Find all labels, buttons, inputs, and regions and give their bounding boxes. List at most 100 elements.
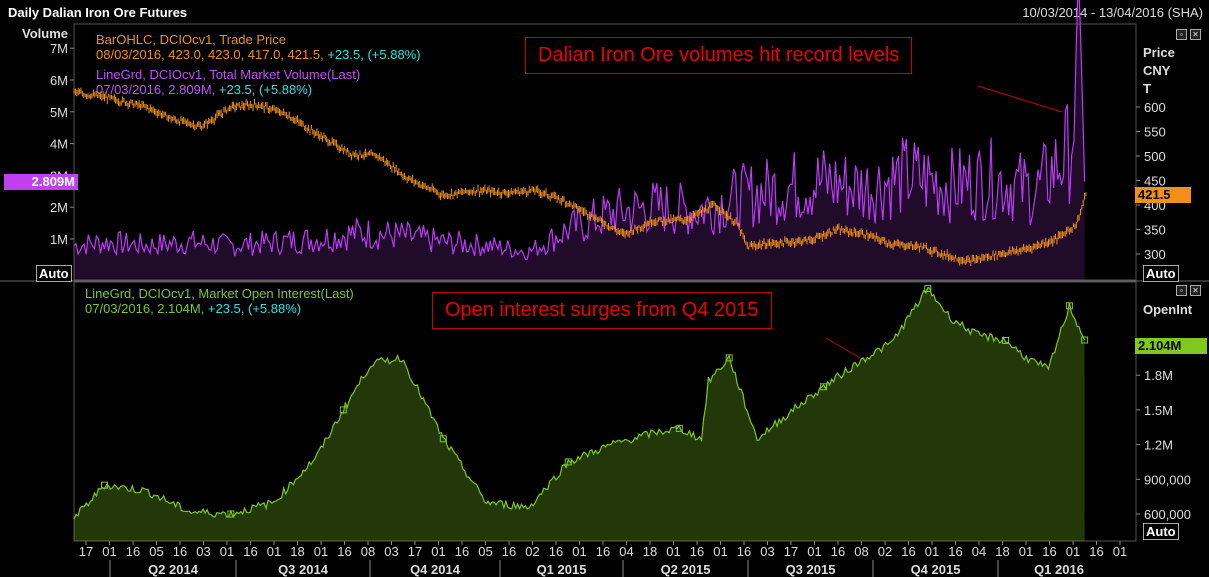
quarter-label: Q2 2015 [661, 562, 711, 577]
x-tick-label: 01 [713, 544, 727, 559]
legend-volume: LineGrd, DCIOcv1, Total Market Volume(La… [96, 67, 360, 97]
volume-tick-label: 4M [50, 137, 68, 152]
openint-line [73, 287, 1086, 520]
x-tick-label: 16 [737, 544, 751, 559]
volume-area [74, 0, 1085, 280]
price-bars [73, 87, 1087, 266]
x-tick-label: 01 [431, 544, 445, 559]
x-tick-label: 04 [972, 544, 986, 559]
price-axis-label-line: T [1143, 81, 1151, 96]
legend-oi-title: LineGrd, DCIOcv1, Market Open Interest(L… [85, 286, 354, 301]
x-tick-label: 16 [549, 544, 563, 559]
x-tick-label: 17 [79, 544, 93, 559]
openint-area [74, 287, 1085, 541]
x-tick-label: 16 [337, 544, 351, 559]
openint-axis-label: OpenInt [1143, 302, 1193, 317]
close-icon[interactable]: ✕ [1190, 285, 1201, 296]
x-tick-label: 02 [878, 544, 892, 559]
quarter-label: Q3 2014 [278, 562, 329, 577]
quarter-label: Q4 2014 [410, 562, 461, 577]
x-tick-label: 05 [149, 544, 163, 559]
openint-tick-label: 1.2M [1144, 438, 1173, 453]
bottom-panel-frame [73, 281, 1137, 542]
volume-axis-label: Volume [22, 26, 68, 41]
close-icon[interactable]: ✕ [1190, 29, 1201, 40]
x-tick-label: 16 [126, 544, 140, 559]
price-tick-label: 300 [1144, 247, 1166, 262]
x-tick-label: 16 [173, 544, 187, 559]
openint-marker [924, 284, 932, 292]
quarter-label: Q1 2016 [1034, 562, 1084, 577]
openint-tick-label: 1.5M [1144, 403, 1173, 418]
x-tick-label: 04 [619, 544, 633, 559]
x-tick-label: 16 [502, 544, 516, 559]
price-badge: 421.5 [1135, 187, 1191, 203]
x-tick-label: 01 [807, 544, 821, 559]
openint-marker [820, 383, 828, 391]
legend-price: BarOHLC, DCIOcv1, Trade Price 08/03/2016… [96, 32, 421, 62]
x-tick-label: 01 [572, 544, 586, 559]
volume-line [73, 0, 1086, 261]
legend-price-title: BarOHLC, DCIOcv1, Trade Price [96, 32, 286, 47]
price-tick-label: 550 [1144, 125, 1166, 140]
x-tick-label: 16 [831, 544, 845, 559]
legend-price-values: 08/03/2016, 423.0, 423.0, 417.0, 421.5, [96, 47, 324, 62]
auto-right-top-button[interactable]: Auto [1143, 265, 1179, 282]
x-tick-label: 05 [478, 544, 492, 559]
callout-openint-leader [825, 337, 861, 359]
volume-tick-label: 2M [50, 200, 68, 215]
openint-tick-label: 1.8M [1144, 368, 1173, 383]
x-tick-label: 03 [196, 544, 210, 559]
price-axis-label-line: CNY [1143, 63, 1171, 78]
x-tick-label: 08 [361, 544, 375, 559]
quarter-label: Q1 2015 [537, 562, 587, 577]
x-tick-label: 08 [854, 544, 868, 559]
openint-marker [339, 406, 347, 414]
x-tick-label: 01 [102, 544, 116, 559]
x-tick-label: 01 [1019, 544, 1033, 559]
legend-price-line: 08/03/2016, 423.0, 423.0, 417.0, 421.5, … [96, 47, 421, 62]
x-tick-label: 16 [690, 544, 704, 559]
x-tick-label: 01 [666, 544, 680, 559]
price-axis-label-line: Price [1143, 45, 1175, 60]
openint-marker [1081, 336, 1089, 344]
openint-tick-label: 900,000 [1144, 472, 1191, 487]
callout-volume: Dalian Iron Ore volumes hit record level… [525, 37, 913, 74]
x-tick-label: 01 [1066, 544, 1080, 559]
maximize-icon[interactable]: ▫ [1176, 29, 1187, 40]
price-tick-label: 350 [1144, 223, 1166, 238]
auto-right-bottom-button[interactable]: Auto [1143, 523, 1179, 540]
quarter-label: Q4 2015 [911, 562, 961, 577]
x-tick-label: 16 [1089, 544, 1103, 559]
x-tick-label: 16 [901, 544, 915, 559]
openint-marker [1002, 337, 1009, 344]
volume-tick-label: 6M [50, 73, 68, 88]
openint-marker [675, 424, 683, 432]
openint-marker [101, 481, 108, 489]
top-panel-frame [73, 23, 1137, 281]
legend-oi-change: +23.5, (+5.88%) [207, 301, 302, 316]
openint-marker [564, 458, 572, 466]
volume-tick-label: 1M [50, 232, 68, 247]
x-tick-label: 16 [596, 544, 610, 559]
x-tick-label: 17 [408, 544, 422, 559]
callout-volume-leader [977, 85, 1063, 113]
legend-oi-values: 07/03/2016, 2.104M, [85, 301, 205, 316]
x-tick-label: 01 [925, 544, 939, 559]
x-tick-label: 17 [784, 544, 798, 559]
x-tick-label: 01 [1113, 544, 1127, 559]
x-tick-label: 18 [643, 544, 657, 559]
date-range: 10/03/2014 - 13/04/2016 (SHA) [1022, 5, 1203, 20]
openint-marker [439, 435, 447, 443]
x-tick-label: 16 [243, 544, 257, 559]
price-axis-label: Price CNY T [1143, 44, 1175, 98]
callout-open-interest: Open interest surges from Q4 2015 [432, 292, 772, 329]
quarter-label: Q2 2014 [148, 562, 199, 577]
auto-left-button[interactable]: Auto [36, 265, 72, 282]
volume-tick-label: 7M [50, 41, 68, 56]
legend-volume-values: 07/03/2016, 2.809M, [96, 82, 216, 97]
x-tick-label: 18 [995, 544, 1009, 559]
maximize-icon[interactable]: ▫ [1176, 285, 1187, 296]
openint-marker [725, 354, 733, 362]
legend-oi-line: 07/03/2016, 2.104M, +23.5, (+5.88%) [85, 301, 354, 316]
